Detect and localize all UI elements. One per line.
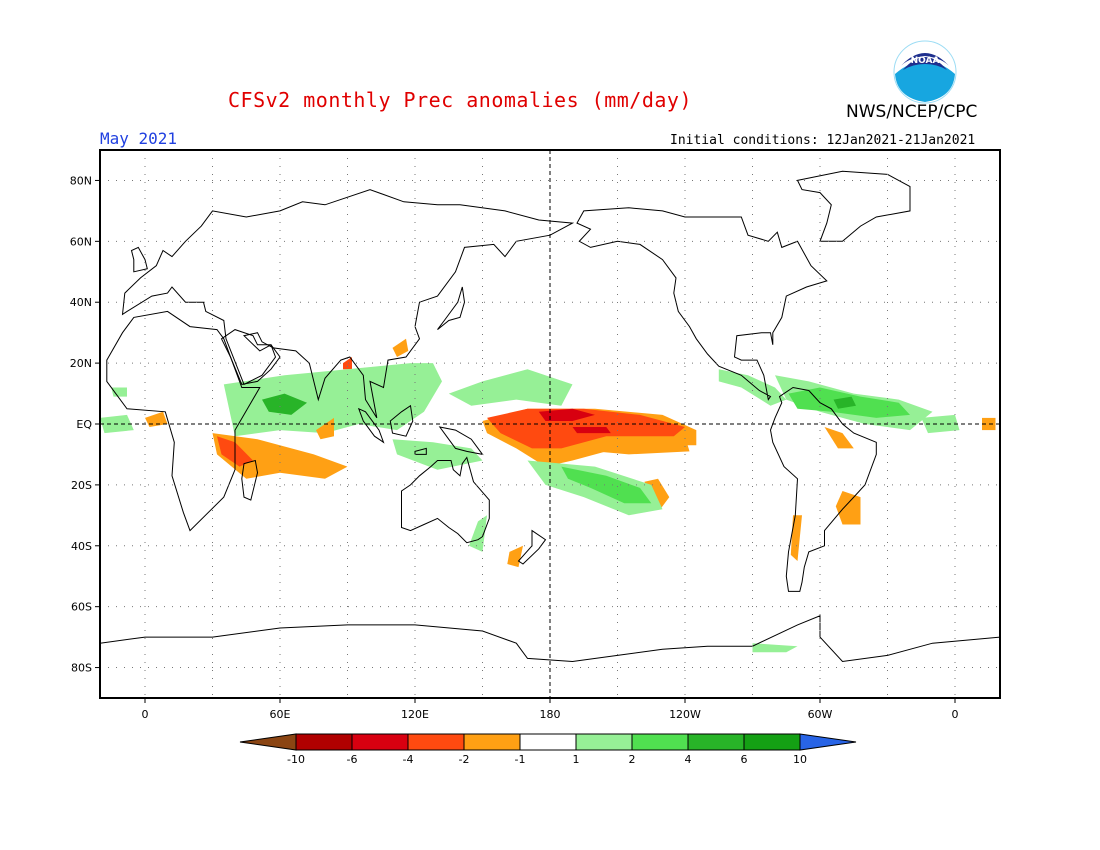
anomaly-india-orange	[316, 417, 334, 440]
coastline-sumatra	[357, 407, 385, 444]
map-gridlines	[100, 150, 1000, 698]
coastline-eurasia	[121, 189, 575, 419]
colorbar-segment	[407, 733, 465, 751]
coastline-new-guinea	[438, 426, 484, 456]
anomaly-central-pacific-core	[538, 408, 595, 421]
noaa-logo-icon: NOAA	[893, 40, 957, 104]
anomaly-brazil-orange	[824, 427, 854, 449]
initial-conditions-label: Initial conditions: 12Jan2021-21Jan2021	[670, 133, 976, 148]
lat-label: 60S	[71, 601, 92, 614]
lat-label: 40N	[70, 296, 92, 309]
anomaly-atlantic-itcz-dark	[833, 396, 856, 409]
lon-label: 180	[540, 708, 561, 721]
coastline-africa	[106, 310, 261, 532]
lon-label: 120W	[669, 708, 701, 721]
lon-label: 0	[142, 708, 149, 721]
colorbar-label: 10	[793, 753, 807, 766]
colorbar-label: 4	[685, 753, 692, 766]
colorbar-label: -4	[403, 753, 414, 766]
coastline-antarctica	[100, 615, 1000, 698]
coastlines	[100, 170, 1000, 698]
lat-label: 80N	[70, 174, 92, 187]
lat-label: 60N	[70, 235, 92, 248]
lat-label: 20S	[71, 479, 92, 492]
coastline-greenland	[796, 170, 911, 242]
anomaly-spcz-green	[561, 466, 652, 504]
latitude-labels: 80N 60N 40N 20N EQ 20S 40S 60S 80S	[70, 174, 100, 675]
colorbar-label: -10	[287, 753, 305, 766]
colorbar-label: 2	[629, 753, 636, 766]
colorbar: -10 -6 -4 -2 -1 1 2 4 6 10	[239, 733, 857, 766]
coastline-borneo	[389, 404, 414, 437]
anomaly-east-atlantic-orange	[982, 417, 996, 431]
anomaly-east-pacific-tongue-orange	[595, 436, 690, 455]
coastline-south-america	[769, 386, 877, 592]
colorbar-arrow-left	[239, 733, 297, 751]
coastline-north-america	[576, 207, 828, 401]
colorbar-segment	[743, 733, 801, 751]
anomaly-arabian-sea-red	[343, 357, 352, 370]
month-label: May 2021	[100, 129, 178, 148]
anomaly-indian-ocean-green-light	[223, 363, 442, 437]
anomaly-north-africa-green	[111, 387, 127, 397]
anomaly-south-america-orange	[835, 491, 861, 525]
lon-label: 60E	[270, 708, 291, 721]
colorbar-segment	[519, 733, 577, 751]
map-title-text: CFSv2 monthly Prec anomalies (mm/day)	[227, 88, 693, 112]
colorbar-segment	[295, 733, 353, 751]
coastline-uk	[130, 246, 148, 273]
lat-label: EQ	[76, 418, 92, 431]
anomaly-layer	[100, 338, 996, 653]
coastline-japan	[437, 286, 466, 330]
map-title: CFSv2 monthly Prec anomalies (mm/day)	[0, 88, 1100, 112]
colorbar-label: -2	[459, 753, 470, 766]
colorbar-label: -6	[347, 753, 358, 766]
colorbar-segment	[575, 733, 633, 751]
colorbar-segment	[463, 733, 521, 751]
lat-label: 80S	[71, 662, 92, 675]
anomaly-antarctic-green	[752, 643, 798, 653]
anomaly-central-pacific-core2	[572, 427, 611, 434]
colorbar-label: -1	[515, 753, 526, 766]
coastline-australia	[401, 456, 490, 544]
anomaly-west-pacific-green	[448, 369, 573, 406]
anomaly-africa-west-orange	[145, 411, 168, 427]
colorbar-segment	[687, 733, 745, 751]
colorbar-label: 6	[741, 753, 748, 766]
anomaly-bay-bengal-orange	[392, 338, 409, 357]
colorbar-segment	[351, 733, 409, 751]
coastline-madagascar	[241, 459, 259, 501]
anomaly-madagascar-orange	[212, 433, 348, 479]
lon-label: 60W	[808, 708, 833, 721]
anomaly-indian-ocean-green-dark	[262, 393, 307, 415]
lon-label: 0	[952, 708, 959, 721]
org-label: NWS/NCEP/CPC	[846, 102, 978, 122]
colorbar-label: 1	[573, 753, 580, 766]
coastline-arabia	[220, 329, 281, 385]
lat-label: 20N	[70, 357, 92, 370]
lon-label: 120E	[401, 708, 429, 721]
lat-label: 40S	[71, 540, 92, 553]
coastline-papua-islands	[414, 447, 427, 455]
colorbar-segment	[631, 733, 689, 751]
longitude-labels: 0 60E 120E 180 120W 60W 0	[142, 698, 959, 721]
noaa-logo-text: NOAA	[911, 56, 940, 66]
colorbar-arrow-right	[799, 733, 857, 751]
